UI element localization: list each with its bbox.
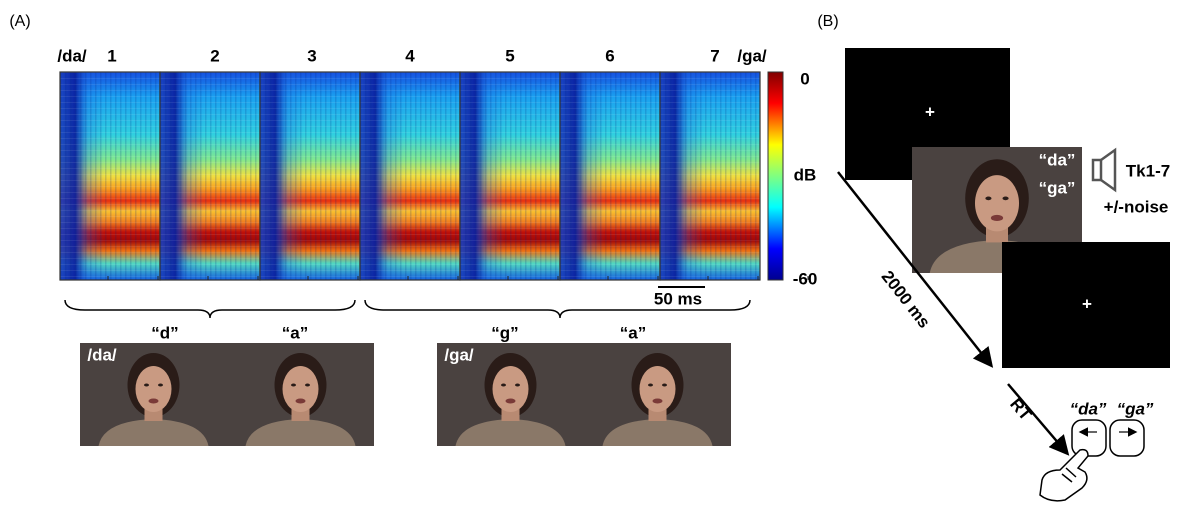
phoneme-label: “a”: [282, 323, 308, 342]
mouth: [990, 214, 1004, 222]
mouth: [295, 398, 306, 404]
video-frame: [584, 343, 731, 446]
response-label: “da”: [1070, 399, 1107, 418]
spectrogram: [359, 71, 509, 281]
video-label: /ga/: [444, 345, 474, 364]
noise-label: +/-noise: [1104, 197, 1169, 216]
spectrogram-texture: [660, 72, 760, 280]
brace: [364, 299, 751, 319]
scale-bar-label: 50 ms: [654, 289, 702, 308]
panel-label: (A): [9, 13, 30, 30]
face: [974, 175, 1020, 232]
step-label: 6: [605, 46, 614, 65]
face: [282, 366, 319, 412]
fixation-cross: +: [1082, 294, 1092, 313]
spectrogram: [59, 71, 209, 281]
response-button: [1071, 419, 1107, 457]
face: [135, 366, 172, 412]
spectrogram: [259, 71, 409, 281]
eye: [648, 383, 653, 387]
eye: [1002, 196, 1009, 201]
step-label: 1: [107, 46, 116, 65]
continuum-end: /ga/: [737, 46, 767, 65]
colorbar-unit: dB: [794, 165, 817, 184]
eye: [501, 383, 506, 387]
eye: [985, 196, 992, 201]
spectrogram-texture: [60, 72, 160, 280]
step-label: 5: [505, 46, 514, 65]
eye: [662, 383, 667, 387]
mouth: [652, 398, 663, 404]
shirt: [602, 419, 713, 446]
fixation-cross: +: [925, 102, 935, 121]
syllable-label: “da”: [1039, 150, 1076, 169]
token-label: Tk1-7: [1126, 161, 1170, 180]
syllable-label: “ga”: [1039, 178, 1076, 197]
video-label: /da/: [87, 345, 117, 364]
time-arrow: [837, 171, 994, 368]
colorbar: [767, 71, 784, 281]
rt-arrow: [1007, 383, 1070, 456]
spectrogram-texture: [360, 72, 460, 280]
step-label: 2: [210, 46, 219, 65]
continuum-start: /da/: [57, 46, 87, 65]
eye: [305, 383, 310, 387]
rt-label: RT: [1006, 395, 1036, 425]
spectrogram-texture: [560, 72, 660, 280]
spectrogram: [559, 71, 709, 281]
spectrogram-texture: [460, 72, 560, 280]
video-frame: [227, 343, 374, 446]
colorbar-min: -60: [793, 269, 818, 288]
colorbar-max: 0: [800, 69, 809, 88]
duration-label: 2000 ms: [878, 267, 934, 332]
shirt: [245, 419, 356, 446]
spectrogram-texture: [160, 72, 260, 280]
face: [492, 366, 529, 412]
brace: [64, 299, 356, 319]
spectrogram-border: [659, 71, 761, 281]
panel-label: (B): [817, 13, 838, 30]
step-label: 7: [710, 46, 719, 65]
speaker-cone: [1100, 147, 1117, 193]
mouth: [505, 398, 516, 404]
shirt: [98, 419, 209, 446]
eye: [515, 383, 520, 387]
eye: [144, 383, 149, 387]
phoneme-label: “g”: [491, 323, 518, 342]
spectrogram: [659, 71, 809, 281]
spectrogram: [459, 71, 609, 281]
step-label: 3: [307, 46, 316, 65]
phoneme-label: “a”: [620, 323, 646, 342]
fixation-screen: [1002, 242, 1170, 368]
speaker-body: [1091, 158, 1103, 182]
spectrogram-texture: [260, 72, 360, 280]
mouth: [148, 398, 159, 404]
shirt: [455, 419, 566, 446]
hand: [1039, 448, 1089, 502]
video-frame: [80, 343, 227, 446]
response-label: “ga”: [1117, 399, 1154, 418]
response-button: [1109, 419, 1145, 457]
eye: [291, 383, 296, 387]
step-label: 4: [405, 46, 415, 65]
phoneme-label: “d”: [151, 323, 178, 342]
eye: [158, 383, 163, 387]
face: [639, 366, 676, 412]
video-frame: [437, 343, 584, 446]
